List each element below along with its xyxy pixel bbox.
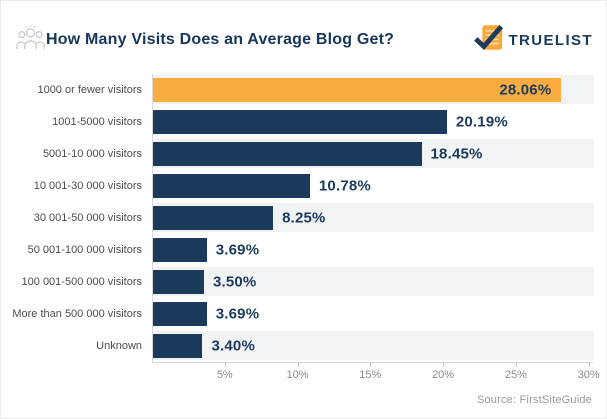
value-label: 3.40% (211, 337, 256, 355)
checklist-check-icon (473, 23, 505, 57)
value-label: 20.19% (455, 113, 508, 131)
axis-tick-label: 30% (577, 369, 600, 381)
axis-tick-label: 20% (432, 369, 455, 381)
chart-row: Unknown 3.40% (1, 330, 594, 362)
bar (153, 110, 447, 134)
bar (153, 174, 310, 198)
bar-track: 18.45% (152, 138, 594, 170)
axis-tick (443, 363, 445, 367)
chart-row: 100 001-500 000 visitors 3.50% (1, 266, 594, 298)
bar-track: 20.19% (152, 106, 594, 138)
bar (153, 334, 203, 358)
bar-track: 28.06% (152, 74, 594, 106)
bar (153, 206, 274, 230)
axis-tick (370, 363, 372, 367)
category-label: 10 001-30 000 visitors (33, 180, 142, 192)
value-label: 28.06% (499, 81, 552, 99)
chart-row: 1001-5000 visitors 20.19% (1, 106, 594, 138)
value-label: 3.50% (212, 273, 257, 291)
category-label: 1001-5000 visitors (52, 116, 142, 128)
bar-track: 10.78% (152, 170, 594, 202)
axis-tick (297, 363, 299, 367)
bar: 28.06% (153, 78, 562, 102)
chart-row: 10 001-30 000 visitors 10.78% (1, 170, 594, 202)
value-label: 3.69% (215, 241, 260, 259)
category-label: 30 001-50 000 visitors (33, 212, 142, 224)
category-label: 1000 or fewer visitors (37, 84, 142, 96)
brand-name: TRUELIST (508, 31, 593, 49)
value-label: 10.78% (318, 177, 371, 195)
value-label: 8.25% (282, 209, 326, 227)
bar-track: 3.50% (152, 266, 594, 298)
bar-track: 8.25% (152, 202, 594, 234)
page-title: How Many Visits Does an Average Blog Get… (46, 31, 395, 48)
bar (153, 270, 204, 294)
category-label: 50 001-100 000 visitors (27, 244, 142, 256)
bar-track: 3.69% (152, 298, 594, 330)
value-label: 3.69% (215, 305, 260, 323)
category-label: 100 001-500 000 visitors (21, 276, 142, 288)
bar-track: 3.40% (152, 330, 594, 362)
category-label: 5001-10 000 visitors (42, 148, 142, 160)
header: How Many Visits Does an Average Blog Get… (15, 23, 593, 57)
axis-tick (588, 363, 590, 367)
bar (153, 142, 422, 166)
value-label: 18.45% (430, 145, 483, 163)
bar (153, 238, 207, 262)
people-group-icon (15, 23, 46, 57)
source-attribution: Source: FirstSiteGuide (476, 394, 592, 406)
bar-chart: 1000 or fewer visitors 28.06% 1001-5000 vi… (1, 74, 600, 389)
bar (153, 302, 207, 326)
axis-tick-label: 15% (359, 369, 382, 381)
chart-row: 50 001-100 000 visitors 3.69% (1, 234, 594, 266)
chart-rows: 1000 or fewer visitors 28.06% 1001-5000 vi… (1, 74, 594, 362)
axis-tick-label: 10% (286, 369, 309, 381)
category-label: Unknown (96, 340, 142, 352)
axis-tick (515, 363, 517, 367)
chart-row: 1000 or fewer visitors 28.06% (1, 74, 594, 106)
x-axis: 5% 10% 15% 20% 25% 30% (152, 362, 600, 389)
axis-tick-label: 5% (216, 369, 233, 381)
axis-tick-label: 25% (504, 369, 527, 381)
chart-row: 5001-10 000 visitors 18.45% (1, 138, 594, 170)
chart-row: More than 500 000 visitors 3.69% (1, 298, 594, 330)
chart-row: 30 001-50 000 visitors 8.25% (1, 202, 594, 234)
bar-track: 3.69% (152, 234, 594, 266)
axis-tick (224, 363, 226, 367)
brand-logo: TRUELIST (473, 23, 593, 57)
category-label: More than 500 000 visitors (12, 308, 142, 320)
